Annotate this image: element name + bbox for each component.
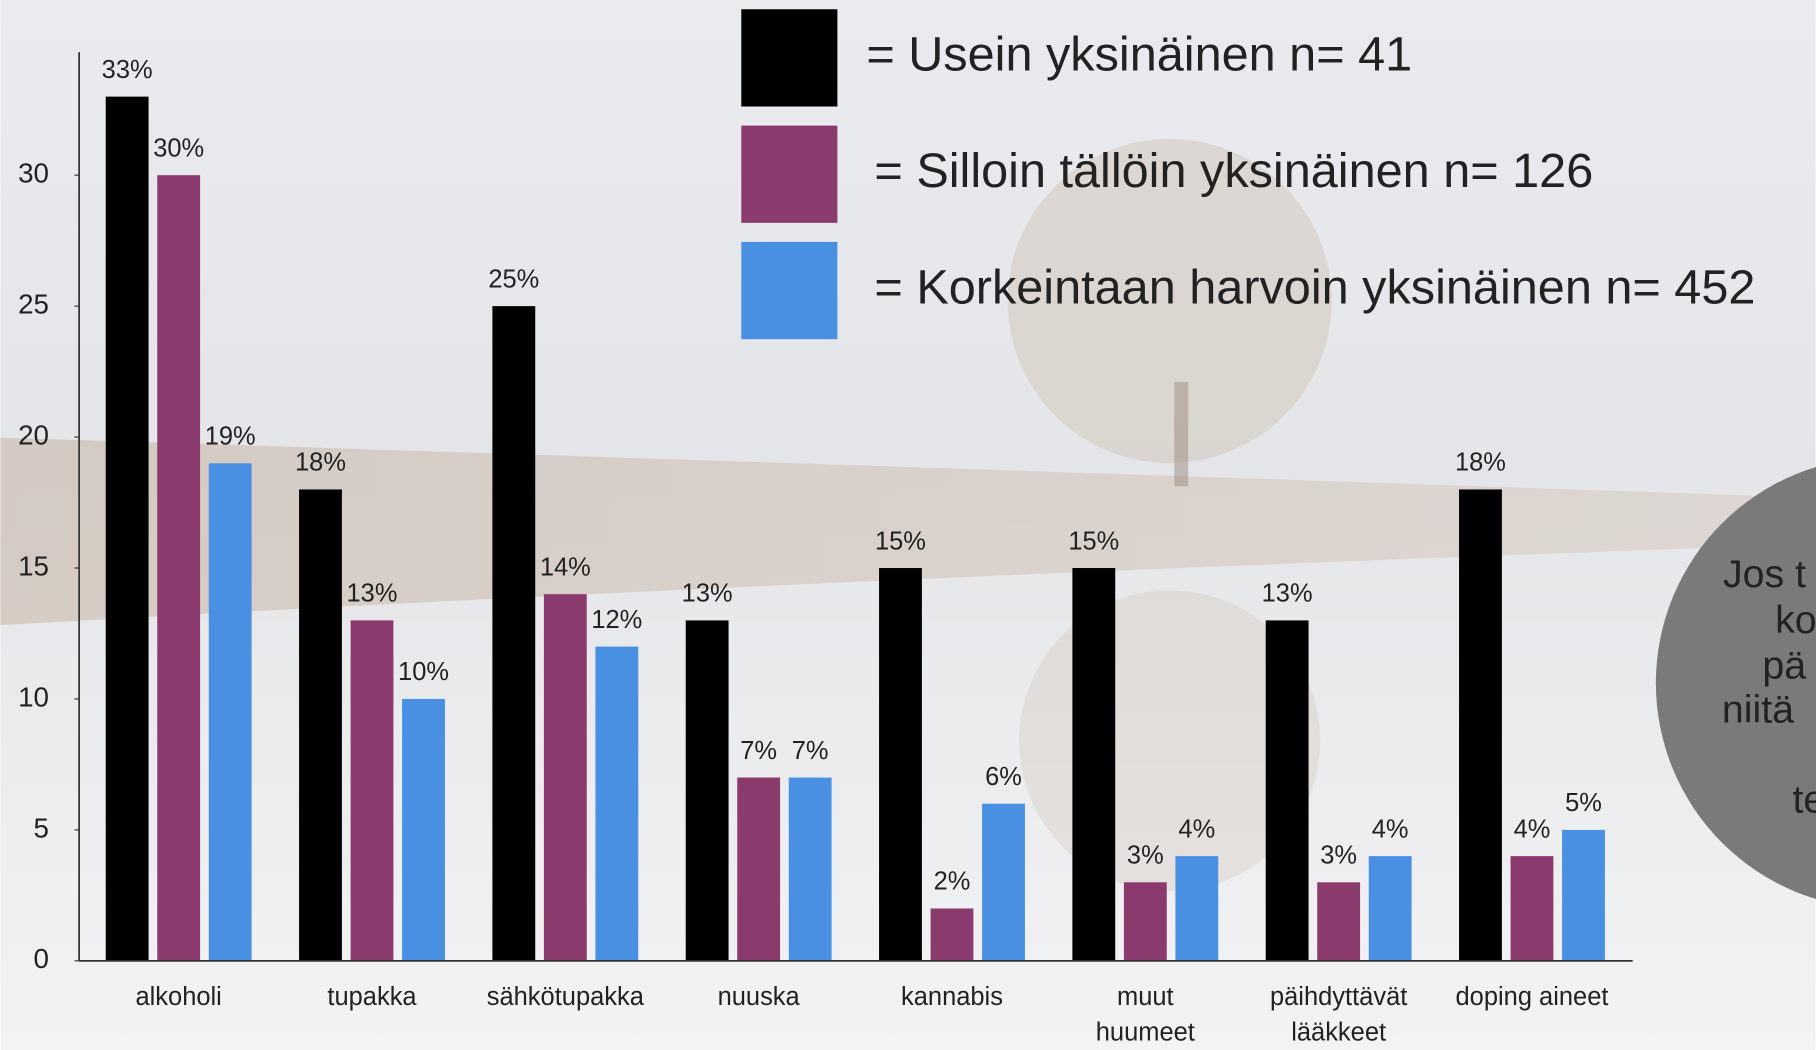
x-tick-label: sähkötupakka <box>486 981 644 1011</box>
value-label: 4% <box>1514 815 1551 843</box>
y-tick-label: 0 <box>34 943 49 974</box>
value-label: 25% <box>488 265 539 293</box>
value-label: 13% <box>347 580 398 608</box>
y-tick-label: 25 <box>18 288 49 319</box>
legend-label: = Usein yksinäinen n= 41 <box>866 28 1412 82</box>
value-label: 3% <box>1127 842 1164 870</box>
x-tick-label: päihdyttävät lääkkeet <box>1269 981 1408 1047</box>
value-label: 2% <box>934 868 971 896</box>
y-tick-label: 5 <box>34 812 49 843</box>
x-tick-label-box: sähkötupakka <box>486 981 644 1011</box>
bar <box>982 803 1025 961</box>
legend-label: = Silloin tällöin yksinäinen n= 126 <box>874 144 1593 198</box>
bar <box>543 594 587 961</box>
side-note-line: ko <box>1775 598 1816 642</box>
bar <box>879 568 922 961</box>
legend-swatch <box>741 241 838 340</box>
side-note-line: Jos t <box>1723 552 1806 596</box>
value-label: 7% <box>740 737 777 765</box>
value-label: 13% <box>682 580 733 608</box>
value-label: 15% <box>1068 527 1119 555</box>
bar <box>105 96 149 961</box>
bar <box>1123 882 1167 961</box>
bar <box>157 175 201 961</box>
bar <box>1459 489 1502 961</box>
value-label: 15% <box>875 527 926 555</box>
value-label: 5% <box>1565 789 1602 817</box>
bar <box>1562 829 1605 961</box>
legend-label: = Korkeintaan harvoin yksinäinen n= 452 <box>874 260 1755 314</box>
value-label: 30% <box>153 134 204 162</box>
side-note-line: pä <box>1762 643 1806 687</box>
x-tick-label: tupakka <box>327 981 417 1011</box>
bar <box>402 698 445 961</box>
value-label: 18% <box>295 449 346 477</box>
bar <box>1072 568 1116 961</box>
x-tick-label-box: kannabis <box>900 981 1003 1011</box>
bar <box>930 908 974 961</box>
value-label: 14% <box>540 553 591 581</box>
y-tick-label: 10 <box>18 681 49 712</box>
x-tick-label-box: päihdyttävät lääkkeet <box>1269 981 1408 1047</box>
side-circle <box>1655 467 1816 899</box>
x-tick-label: nuuska <box>717 981 800 1011</box>
value-label: 7% <box>792 737 829 765</box>
value-label: 33% <box>102 56 153 84</box>
x-tick-label: muut huumeet <box>1095 981 1195 1047</box>
x-tick-label-box: tupakka <box>327 981 417 1011</box>
bar <box>208 463 252 961</box>
plot-area: 0 5 10 15 20 25 30 alkoholi 33% 30% 19% tupakka 18% 1… <box>18 9 1755 1047</box>
x-tick-label-box: alkoholi <box>135 981 222 1011</box>
value-label: 13% <box>1262 580 1313 608</box>
x-tick-label-box: nuuska <box>717 981 800 1011</box>
x-tick-label: kannabis <box>900 981 1003 1011</box>
side-note-line: niitä <box>1722 687 1794 731</box>
bar <box>492 306 536 961</box>
value-label: 12% <box>591 606 642 634</box>
x-tick-label: doping aineet <box>1455 981 1609 1011</box>
legend-swatch <box>741 9 838 107</box>
value-label: 4% <box>1178 815 1215 843</box>
side-note-line: te <box>1792 778 1816 822</box>
value-label: 18% <box>1455 449 1506 477</box>
bar <box>1368 856 1412 961</box>
tree-trunk <box>1174 382 1189 487</box>
value-label: 19% <box>205 423 256 451</box>
x-tick-label-box: muut huumeet <box>1095 981 1195 1047</box>
y-tick-label: 15 <box>18 550 49 581</box>
legend-swatch <box>741 125 838 223</box>
value-label: 10% <box>398 658 449 686</box>
y-tick-label: 20 <box>18 419 49 450</box>
value-label: 6% <box>985 763 1022 791</box>
bar <box>685 620 729 961</box>
bar <box>1317 882 1361 961</box>
value-label: 3% <box>1320 842 1357 870</box>
bar <box>737 777 781 961</box>
bar <box>1265 620 1309 961</box>
bar <box>595 646 639 961</box>
horizon-band <box>0 437 1816 626</box>
x-tick-label: alkoholi <box>135 981 222 1011</box>
y-tick-label: 30 <box>18 158 49 189</box>
bar <box>1510 856 1554 961</box>
bar <box>299 489 342 961</box>
tree-crown <box>1007 138 1332 464</box>
value-label: 4% <box>1372 815 1409 843</box>
bar <box>350 620 394 961</box>
x-tick-label-box: doping aineet <box>1455 981 1609 1011</box>
bar <box>788 777 832 961</box>
bar <box>1175 856 1219 961</box>
